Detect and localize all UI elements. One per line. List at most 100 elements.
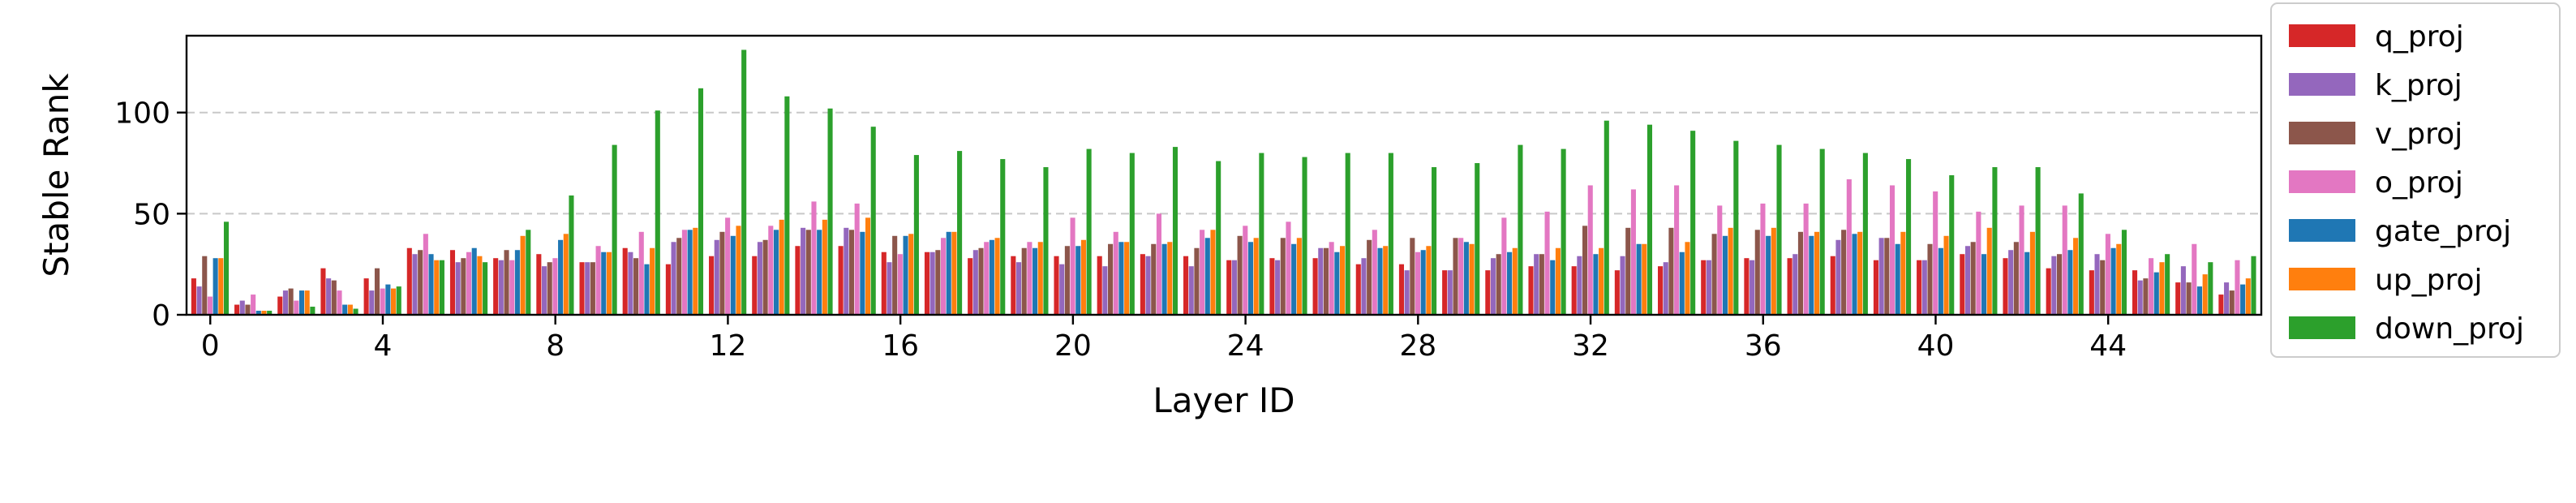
bar-down-proj xyxy=(698,88,704,316)
bar-gate-proj xyxy=(687,230,693,315)
bar-up-proj xyxy=(1080,239,1086,315)
bar-down-proj xyxy=(223,221,230,315)
bar-v-proj xyxy=(1151,243,1157,315)
x-tick-label: 8 xyxy=(546,329,565,363)
bar-down-proj xyxy=(1129,153,1135,315)
bar-v-proj xyxy=(245,304,251,315)
bar-down-proj xyxy=(310,307,316,315)
bar-q-proj xyxy=(449,250,456,315)
bar-down-proj xyxy=(2208,262,2213,315)
bar-gate-proj xyxy=(903,235,908,315)
legend-label: v_proj xyxy=(2375,118,2462,151)
bar-gate-proj xyxy=(1247,242,1254,315)
bar-v-proj xyxy=(1927,243,1933,315)
bar-k-proj xyxy=(2180,266,2186,315)
bar-gate-proj xyxy=(1722,235,1728,315)
x-tick-label: 24 xyxy=(1227,329,1264,363)
bar-v-proj xyxy=(978,247,984,315)
bar-q-proj xyxy=(536,254,542,315)
bar-k-proj xyxy=(412,254,418,315)
bar-q-proj xyxy=(665,264,671,315)
bar-o-proj xyxy=(1027,242,1033,315)
bar-v-proj xyxy=(1453,238,1458,315)
bar-up-proj xyxy=(477,256,483,315)
bar-k-proj xyxy=(282,290,288,315)
bar-k-proj xyxy=(196,286,202,315)
bar-v-proj xyxy=(1323,247,1329,315)
bar-down-proj xyxy=(1561,148,1566,315)
bar-q-proj xyxy=(363,278,369,315)
bar-up-proj xyxy=(1339,246,1346,315)
bar-v-proj xyxy=(504,250,509,315)
bar-o-proj xyxy=(2235,260,2240,315)
bar-k-proj xyxy=(369,290,375,315)
bar-o-proj xyxy=(638,231,644,315)
bar-up-proj xyxy=(1037,242,1043,315)
bar-down-proj xyxy=(2035,167,2041,315)
bar-k-proj xyxy=(1404,270,1410,315)
legend-swatch xyxy=(2289,24,2355,47)
bar-down-proj xyxy=(1819,148,1825,315)
bar-v-proj xyxy=(1064,246,1070,315)
bar-down-proj xyxy=(1345,153,1350,315)
bar-k-proj xyxy=(757,242,762,315)
bar-up-proj xyxy=(994,238,1000,315)
bar-q-proj xyxy=(1226,260,1232,315)
bar-down-proj xyxy=(1690,131,1696,315)
bar-v-proj xyxy=(2013,242,2019,315)
bar-up-proj xyxy=(736,226,741,315)
bar-q-proj xyxy=(191,278,196,315)
bar-o-proj xyxy=(337,290,342,315)
bar-down-proj xyxy=(526,230,531,315)
bar-down-proj xyxy=(2078,193,2084,315)
bar-k-proj xyxy=(2224,282,2230,315)
bar-k-proj xyxy=(1620,256,1625,315)
bar-q-proj xyxy=(1011,256,1016,315)
bar-gate-proj xyxy=(2153,272,2159,315)
bar-down-proj xyxy=(1388,153,1393,315)
y-tick-label: 0 xyxy=(152,299,170,333)
y-axis: 0 50 100 xyxy=(114,97,187,333)
legend-swatch xyxy=(2289,73,2355,96)
y-tick-label: 100 xyxy=(114,97,170,131)
bar-down-proj xyxy=(2165,254,2170,315)
bar-q-proj xyxy=(795,246,801,315)
bar-q-proj xyxy=(1701,260,1707,315)
bar-k-proj xyxy=(1878,238,1884,315)
bar-v-proj xyxy=(1970,242,1976,315)
bar-q-proj xyxy=(277,296,283,315)
bar-gate-proj xyxy=(255,311,261,315)
bar-o-proj xyxy=(1933,191,1938,315)
bar-gate-proj xyxy=(1938,247,1943,315)
bar-o-proj xyxy=(768,226,774,315)
bar-up-proj xyxy=(1555,247,1561,315)
bar-q-proj xyxy=(1140,254,1145,315)
bar-down-proj xyxy=(870,127,876,315)
bar-v-proj xyxy=(1668,227,1674,315)
bar-gate-proj xyxy=(1204,238,1210,315)
legend-label: q_proj xyxy=(2375,20,2464,54)
bar-v-proj xyxy=(1582,226,1588,315)
bar-v-proj xyxy=(762,239,768,315)
bar-up-proj xyxy=(1599,247,1604,315)
bar-q-proj xyxy=(1657,266,1664,315)
bar-up-proj xyxy=(563,234,569,315)
bar-k-proj xyxy=(887,262,892,315)
bar-down-proj xyxy=(784,96,790,316)
x-tick-label: 44 xyxy=(2089,329,2127,363)
bar-down-proj xyxy=(569,195,574,315)
bar-q-proj xyxy=(2175,282,2181,315)
bar-up-proj xyxy=(304,290,310,315)
bar-gate-proj xyxy=(1377,247,1383,315)
bar-o-proj xyxy=(1113,231,1118,315)
bar-k-proj xyxy=(1835,239,1841,315)
bar-o-proj xyxy=(1243,226,1248,315)
legend-label: up_proj xyxy=(2375,264,2483,297)
bar-o-proj xyxy=(1501,217,1507,315)
bar-gate-proj xyxy=(1161,243,1167,315)
bar-o-proj xyxy=(2149,258,2154,315)
bar-v-proj xyxy=(935,250,941,315)
bar-o-proj xyxy=(1846,178,1852,315)
bar-o-proj xyxy=(1415,252,1421,315)
bar-k-proj xyxy=(541,266,547,315)
